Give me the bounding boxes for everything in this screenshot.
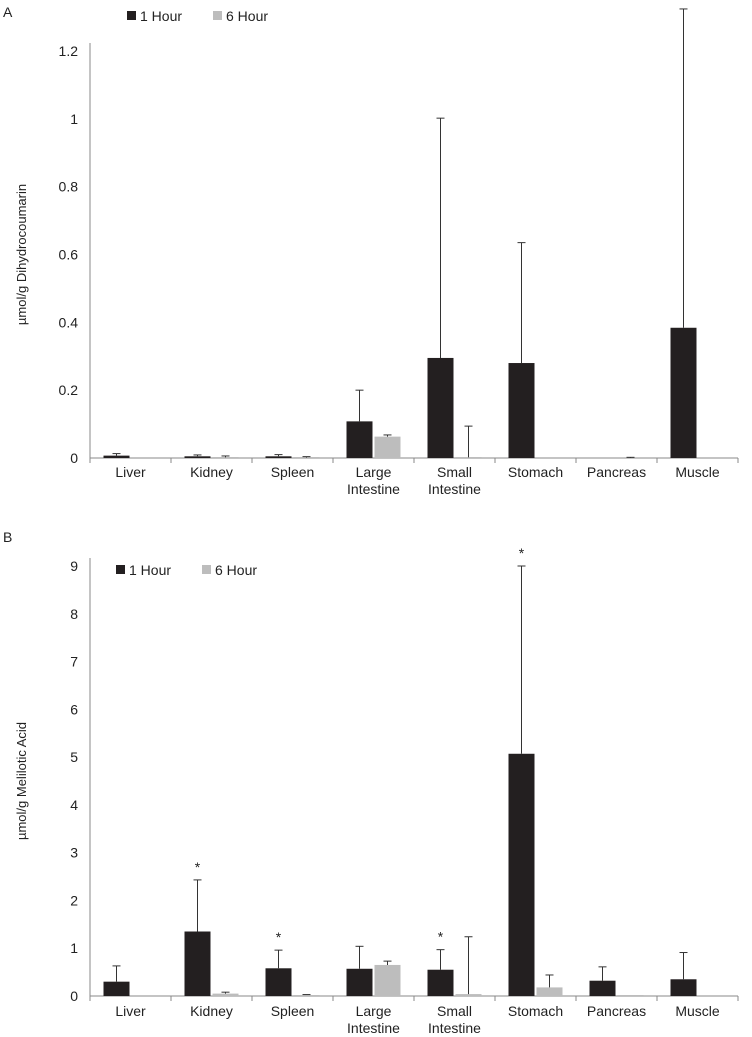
y-tick-label: 2 bbox=[70, 892, 78, 908]
bar-1-hour bbox=[508, 363, 535, 458]
bar-6-hour bbox=[374, 964, 401, 996]
bar-1-hour bbox=[589, 980, 616, 996]
bar-1-hour bbox=[427, 969, 454, 996]
significance-marker: * bbox=[519, 545, 525, 561]
y-tick-label: 5 bbox=[70, 749, 78, 765]
x-category-label: Large Intestine bbox=[347, 1003, 400, 1036]
y-tick-label: 1 bbox=[70, 940, 78, 956]
legend-swatch bbox=[202, 565, 211, 574]
y-tick-label: 0.4 bbox=[59, 314, 79, 330]
y-tick-label: 3 bbox=[70, 845, 78, 861]
bar-6-hour bbox=[617, 995, 644, 996]
bar-1-hour bbox=[265, 456, 292, 458]
x-category-label: Muscle bbox=[675, 464, 720, 480]
y-axis-label: µmol/g Melilotic Acid bbox=[14, 722, 29, 840]
y-tick-label: 4 bbox=[70, 797, 78, 813]
y-tick-label: 0.2 bbox=[59, 382, 79, 398]
legend-swatch bbox=[116, 565, 125, 574]
bar-6-hour bbox=[455, 457, 482, 458]
bar-1-hour bbox=[670, 327, 697, 458]
x-category-label: Small Intestine bbox=[428, 1003, 481, 1036]
x-category-label: Spleen bbox=[271, 1003, 315, 1019]
bar-6-hour bbox=[374, 436, 401, 458]
x-category-label: Liver bbox=[115, 1003, 146, 1019]
bar-1-hour bbox=[184, 456, 211, 458]
x-category-label: Stomach bbox=[508, 464, 563, 480]
x-category-label: Muscle bbox=[675, 1003, 720, 1019]
y-tick-label: 1 bbox=[70, 111, 78, 127]
bar-6-hour bbox=[212, 457, 239, 458]
significance-marker: * bbox=[195, 859, 201, 875]
y-tick-label: 0.6 bbox=[59, 247, 79, 263]
y-axis-label: µmol/g Dihydrocoumarin bbox=[14, 184, 29, 325]
bar-1-hour bbox=[427, 357, 454, 458]
legend-swatch bbox=[127, 11, 136, 20]
bar-1-hour bbox=[508, 753, 535, 996]
legend-label: 1 Hour bbox=[140, 8, 182, 24]
x-category-label: Large Intestine bbox=[347, 464, 400, 497]
legend-label: 6 Hour bbox=[215, 562, 257, 578]
bar-1-hour bbox=[346, 421, 373, 458]
bar-1-hour bbox=[265, 968, 292, 996]
x-category-label: Kidney bbox=[190, 464, 233, 480]
x-category-label: Kidney bbox=[190, 1003, 233, 1019]
x-category-label: Stomach bbox=[508, 1003, 563, 1019]
y-tick-label: 8 bbox=[70, 606, 78, 622]
x-category-label: Pancreas bbox=[587, 1003, 646, 1019]
y-tick-label: 0 bbox=[70, 988, 78, 1004]
bar-1-hour bbox=[103, 981, 130, 996]
panel-label: A bbox=[3, 4, 13, 20]
y-tick-label: 0 bbox=[70, 450, 78, 466]
bar-6-hour bbox=[536, 987, 563, 996]
legend-label: 6 Hour bbox=[226, 8, 268, 24]
legend-swatch bbox=[213, 11, 222, 20]
y-tick-label: 6 bbox=[70, 701, 78, 717]
x-category-label: Spleen bbox=[271, 464, 315, 480]
bar-1-hour bbox=[103, 455, 130, 458]
bar-6-hour bbox=[455, 994, 482, 996]
legend-label: 1 Hour bbox=[129, 562, 171, 578]
x-category-label: Small Intestine bbox=[428, 464, 481, 497]
panel-label: B bbox=[3, 529, 12, 545]
bar-1-hour bbox=[670, 979, 697, 996]
significance-marker: * bbox=[438, 929, 444, 945]
significance-marker: * bbox=[276, 929, 282, 945]
bar-6-hour bbox=[212, 993, 239, 996]
x-category-label: Pancreas bbox=[587, 464, 646, 480]
y-tick-label: 7 bbox=[70, 654, 78, 670]
y-tick-label: 0.8 bbox=[59, 179, 79, 195]
y-tick-label: 1.2 bbox=[59, 43, 79, 59]
y-tick-label: 9 bbox=[70, 558, 78, 574]
x-category-label: Liver bbox=[115, 464, 146, 480]
bar-1-hour bbox=[346, 968, 373, 996]
bar-6-hour bbox=[293, 995, 320, 996]
bar-1-hour bbox=[184, 931, 211, 996]
